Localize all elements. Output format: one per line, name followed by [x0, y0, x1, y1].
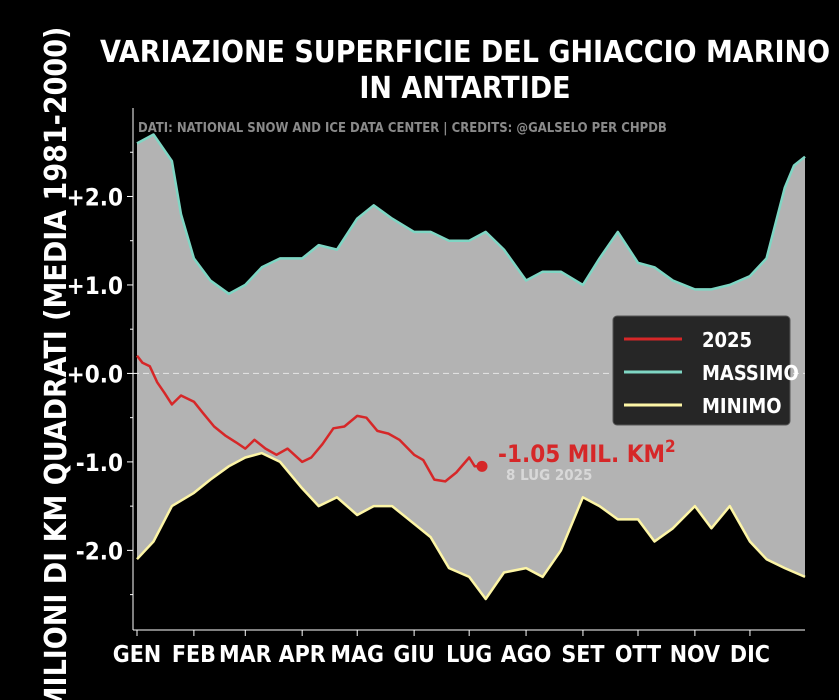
x-tick-label: MAG [330, 642, 384, 668]
plot-area: +2.0 +1.0 +0.0 -1.0 -2.0 GEN FEB MAR APR MAG GIU LU… [67, 108, 806, 668]
series-line-massimo [136, 133, 806, 296]
x-tick-label: AGO [501, 642, 552, 668]
annotation-date: 8 LUG 2025 [506, 466, 592, 484]
legend-label-massimo: MASSIMO [702, 361, 799, 385]
series-line-minimo [136, 451, 806, 601]
chart-subtitle: IN ANTARTIDE [359, 71, 570, 106]
x-tick-label: DIC [730, 642, 770, 668]
y-tick-label: +1.0 [67, 272, 123, 300]
x-tick-label: MAR [219, 642, 272, 668]
x-tick-label: NOV [670, 642, 720, 668]
x-tick-label: FEB [172, 642, 216, 668]
source-credit: DATI: NATIONAL SNOW AND ICE DATA CENTER … [138, 121, 667, 136]
y-tick-label: -2.0 [76, 537, 123, 565]
x-tick-label: OTT [615, 642, 661, 668]
annotation-value: -1.05 MIL. KM2 [498, 437, 676, 468]
latest-point-marker [476, 460, 488, 472]
y-tick-label: +0.0 [67, 360, 123, 388]
y-tick-label: -1.0 [76, 449, 123, 477]
legend-label-minimo: MINIMO [702, 394, 782, 418]
legend-label-2025: 2025 [702, 328, 752, 352]
x-tick-label: GIU [393, 642, 434, 668]
annotation-superscript: 2 [665, 437, 676, 457]
chart-title: VARIAZIONE SUPERFICIE DEL GHIACCIO MARIN… [100, 35, 830, 70]
x-tick-label: SET [561, 642, 604, 668]
y-axis-label: MILIONI DI KM QUADRATI (MEDIA 1981-2000) [39, 27, 74, 700]
legend: 2025 MASSIMO MINIMO [612, 315, 799, 426]
x-tick-label: APR [279, 642, 326, 668]
y-tick-label: +2.0 [67, 183, 123, 211]
x-tick-label: GEN [113, 642, 161, 668]
range-band [137, 134, 805, 600]
series-line-2025 [136, 354, 482, 483]
x-tick-label: LUG [446, 642, 492, 668]
legend-box [612, 315, 791, 426]
